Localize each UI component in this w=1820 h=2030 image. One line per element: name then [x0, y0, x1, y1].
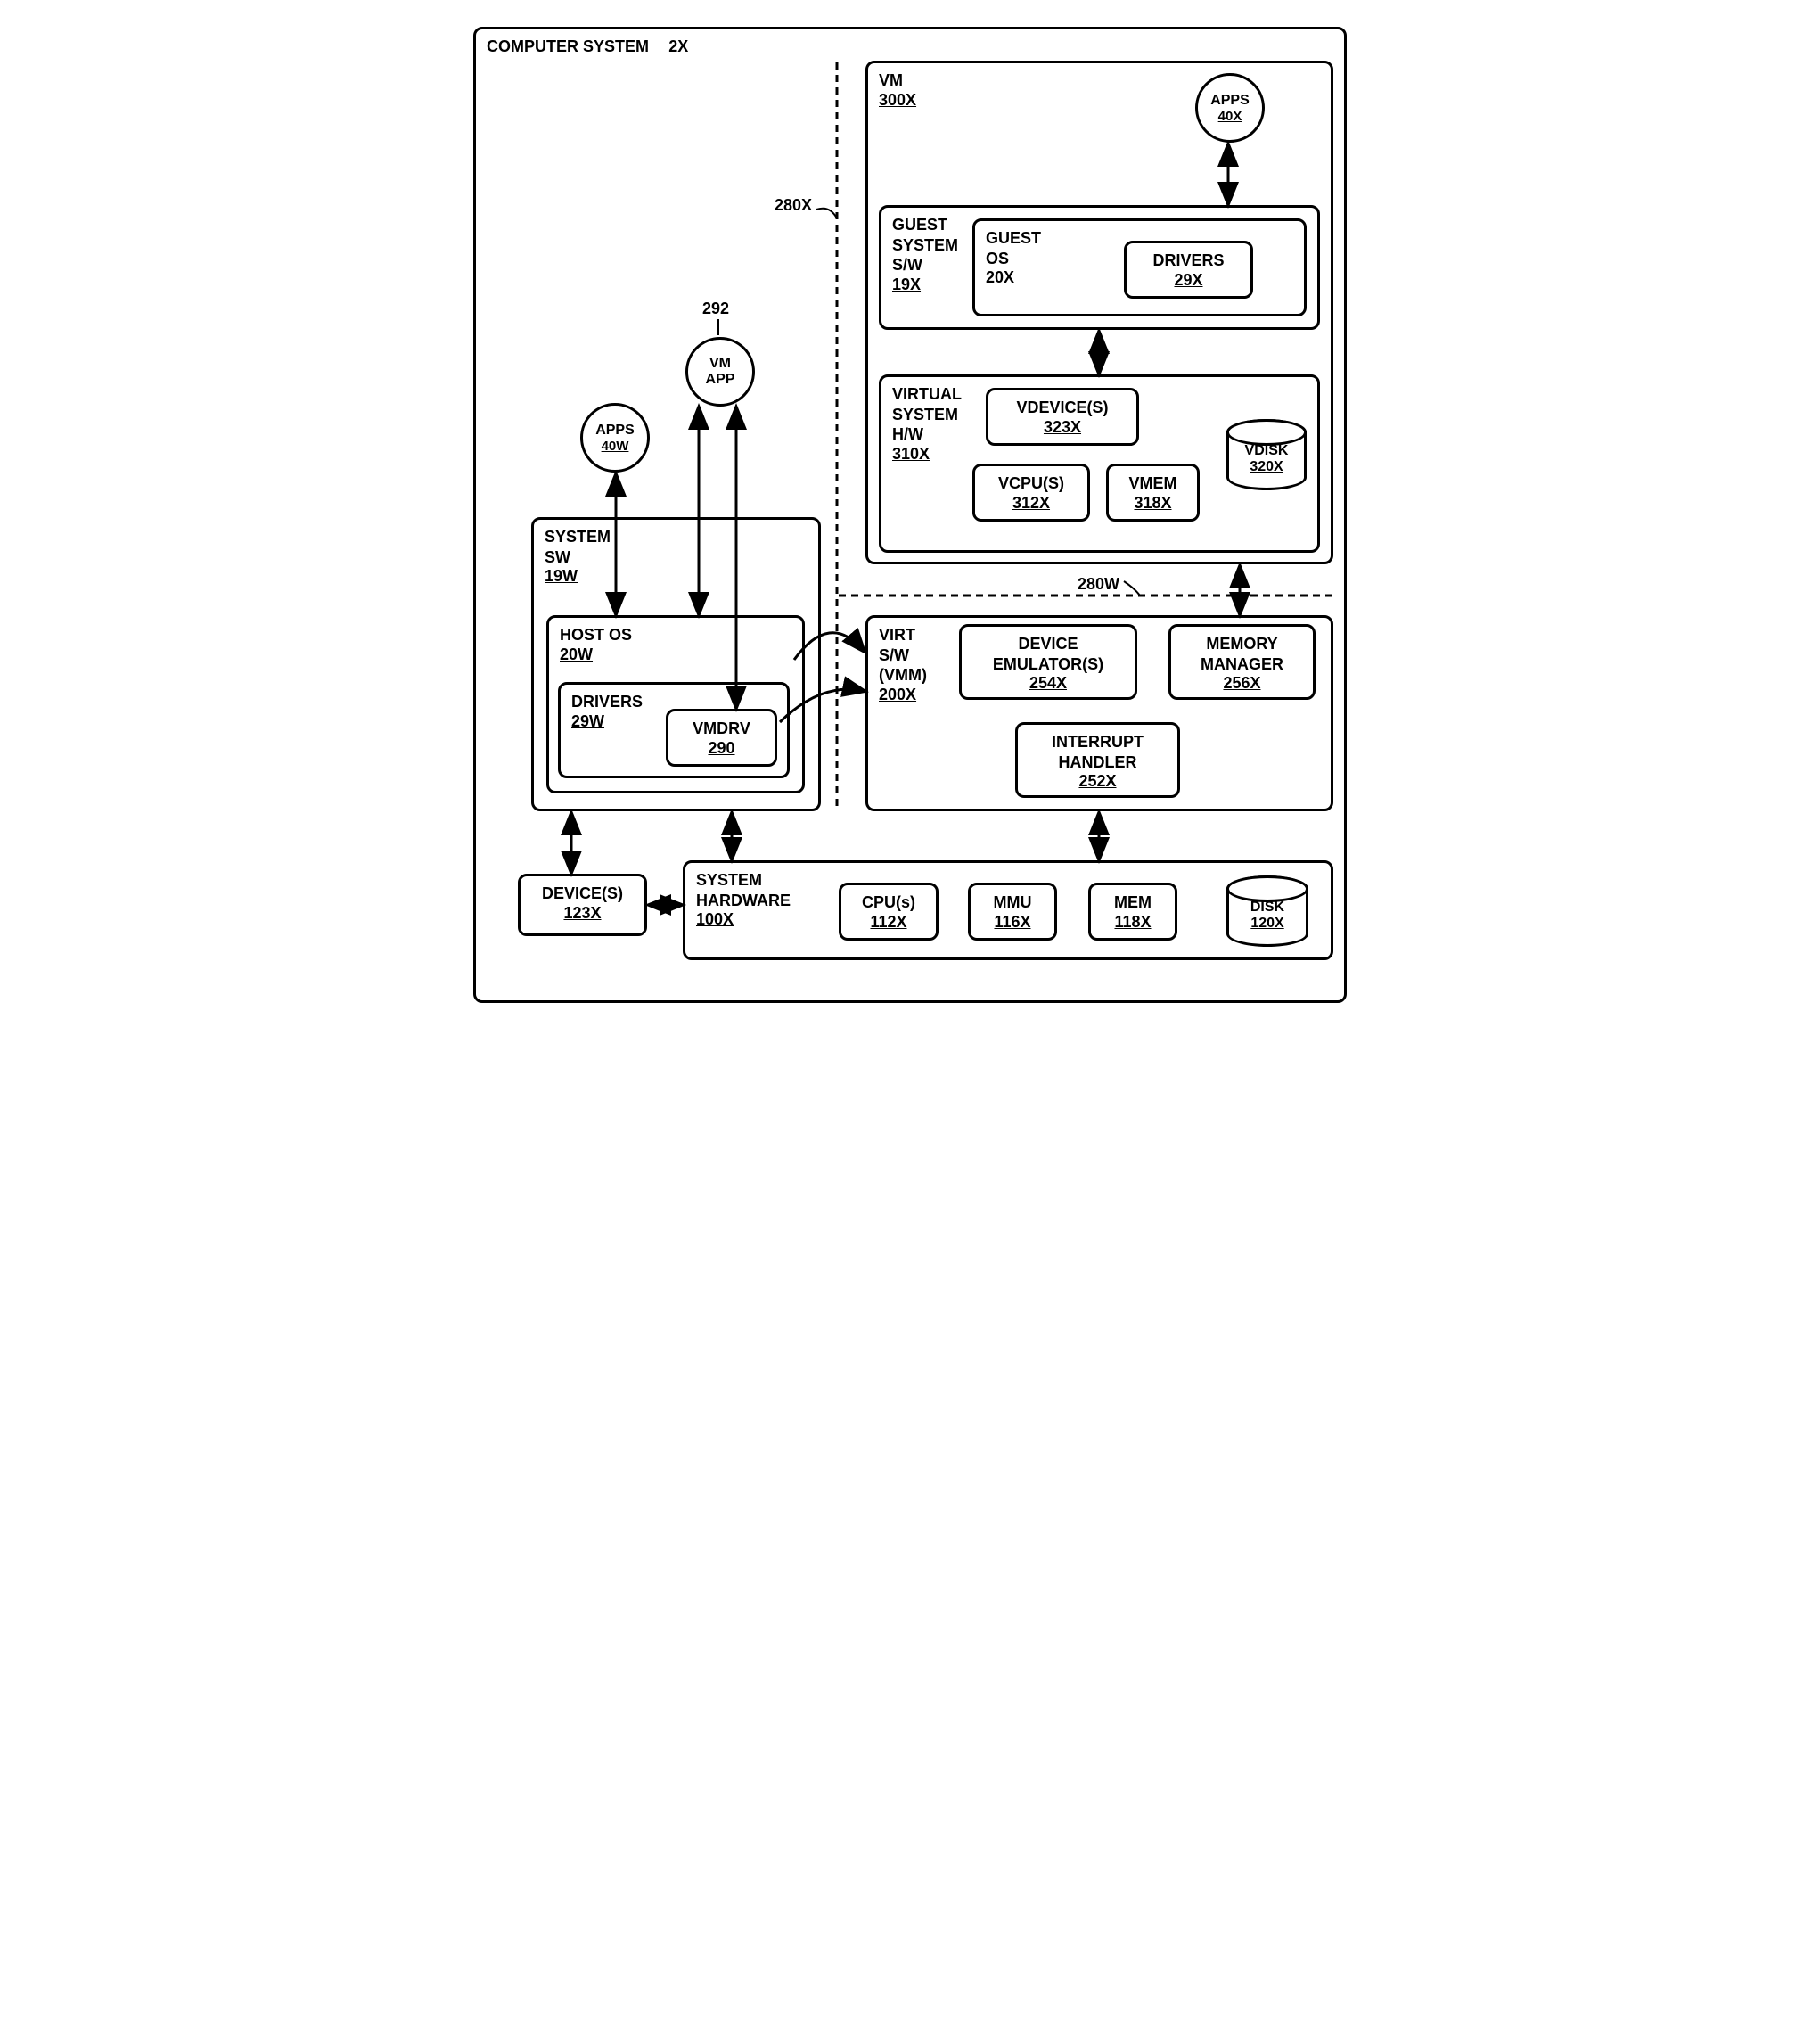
host-os-ref: 20W [560, 645, 791, 664]
mmu-label: MMU [981, 892, 1044, 913]
dev-emu-label: DEVICE EMULATOR(S) [972, 634, 1124, 674]
vdevices-ref: 323X [999, 418, 1126, 437]
label-280w: 280W [1078, 575, 1119, 594]
cpu-box: CPU(s) 112X [839, 883, 939, 941]
vcpu-box: VCPU(S) 312X [972, 464, 1090, 522]
label-292: 292 [702, 300, 729, 318]
disk-label: DISK [1250, 900, 1284, 916]
vdisk-cylinder: VDISK 320X [1226, 419, 1307, 490]
vmapp-label: VM APP [706, 356, 735, 388]
system-sw-label: SYSTEM SW [545, 527, 808, 567]
mem-mgr-box: MEMORY MANAGER 256X [1168, 624, 1316, 700]
int-hdl-ref: 252X [1029, 772, 1167, 791]
vmdrv-label: VMDRV [679, 719, 764, 739]
vmdrv-ref: 290 [679, 739, 764, 758]
vdisk-ref: 320X [1250, 459, 1283, 475]
drivers-vm-label: DRIVERS [1137, 251, 1240, 271]
title-ref: 2X [668, 37, 688, 55]
vdevices-box: VDEVICE(S) 323X [986, 388, 1139, 446]
apps-vm-label: APPS [1210, 93, 1250, 109]
dev-emu-box: DEVICE EMULATOR(S) 254X [959, 624, 1137, 700]
computer-system-diagram: COMPUTER SYSTEM 2X VM 300X APPS 40X GUES… [464, 18, 1356, 1012]
vcpu-ref: 312X [986, 494, 1077, 513]
vdevices-label: VDEVICE(S) [999, 398, 1126, 418]
mem-label: MEM [1102, 892, 1164, 913]
devices-label: DEVICE(S) [531, 884, 634, 904]
mem-mgr-ref: 256X [1182, 674, 1302, 693]
vmem-label: VMEM [1119, 473, 1186, 494]
mmu-box: MMU 116X [968, 883, 1057, 941]
cpu-ref: 112X [852, 913, 925, 932]
apps-host-circle: APPS 40W [580, 403, 650, 473]
devices-box: DEVICE(S) 123X [518, 874, 647, 936]
drivers-vm-box: DRIVERS 29X [1124, 241, 1253, 299]
vmdrv-box: VMDRV 290 [666, 709, 777, 767]
apps-vm-circle: APPS 40X [1195, 73, 1265, 143]
vcpu-label: VCPU(S) [986, 473, 1077, 494]
dev-emu-ref: 254X [972, 674, 1124, 693]
cpu-label: CPU(s) [852, 892, 925, 913]
mem-mgr-label: MEMORY MANAGER [1182, 634, 1302, 674]
label-280x: 280X [775, 196, 812, 215]
system-sw-ref: 19W [545, 567, 808, 586]
apps-vm-ref: 40X [1218, 109, 1242, 124]
apps-host-ref: 40W [602, 439, 629, 454]
title-label: COMPUTER SYSTEM [487, 37, 649, 55]
host-os-label: HOST OS [560, 625, 791, 645]
vmapp-circle: VM APP [685, 337, 755, 407]
mem-box: MEM 118X [1088, 883, 1177, 941]
vdisk-label: VDISK [1245, 443, 1289, 459]
vmem-ref: 318X [1119, 494, 1186, 513]
mem-ref: 118X [1102, 913, 1164, 932]
mmu-ref: 116X [981, 913, 1044, 932]
vmem-box: VMEM 318X [1106, 464, 1200, 522]
int-hdl-label: INTERRUPT HANDLER [1029, 732, 1167, 772]
int-hdl-box: INTERRUPT HANDLER 252X [1015, 722, 1180, 798]
drivers-vm-ref: 29X [1137, 271, 1240, 290]
devices-ref: 123X [531, 904, 634, 923]
apps-host-label: APPS [595, 423, 635, 439]
disk-ref: 120X [1250, 916, 1283, 932]
disk-cylinder: DISK 120X [1226, 875, 1308, 947]
